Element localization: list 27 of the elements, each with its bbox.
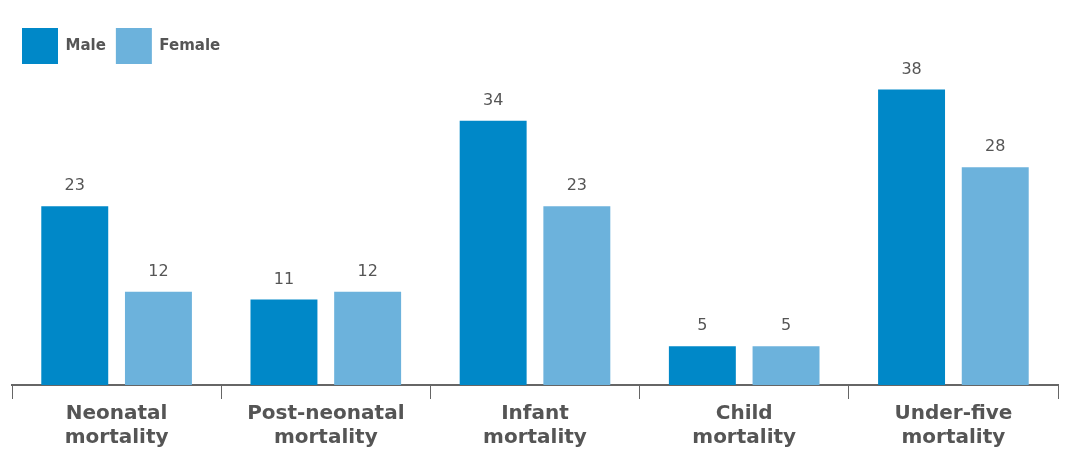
data-label: 11 [273,268,295,288]
data-label: 23 [566,175,588,195]
data-label: 5 [780,315,792,335]
bar [250,299,318,385]
bar [124,291,192,385]
x-tick-label: Infant mortality [483,400,587,449]
data-label: 12 [148,260,169,280]
bar [543,206,611,385]
bar [334,291,402,385]
data-label: 12 [357,260,378,280]
data-label: 34 [482,89,504,109]
legend-label: Male [65,35,106,54]
bar [459,120,527,385]
bar [961,167,1029,385]
data-label: 5 [697,315,708,335]
x-tick-label: Under-five mortality [894,400,1013,449]
bar [41,206,109,385]
legend-label: Female [159,35,221,54]
x-tick-label: Child mortality [692,400,797,449]
data-label: 23 [64,175,85,195]
bar [752,346,820,385]
bar [668,346,736,385]
bar [878,89,946,385]
x-tick-label: Post-neonatal mortality [247,400,405,449]
data-label: 38 [901,58,922,78]
data-label: 28 [985,136,1006,156]
x-tick-label: Neonatal mortality [64,400,169,449]
